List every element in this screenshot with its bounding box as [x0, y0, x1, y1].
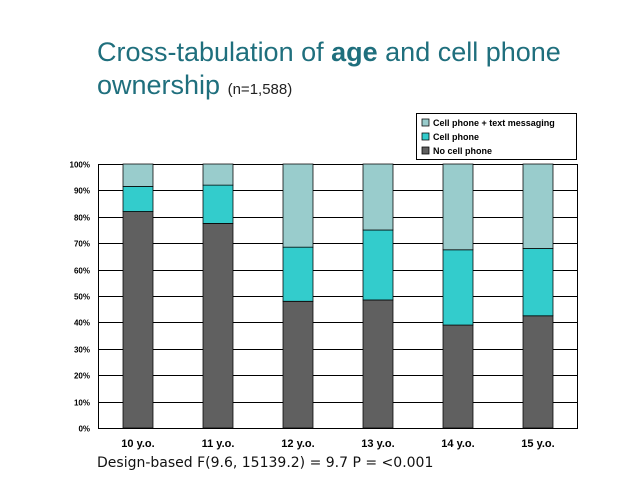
legend-label: Cell phone + text messaging [433, 118, 555, 128]
bar-segment [282, 300, 314, 429]
bar-segment [122, 186, 154, 212]
legend-label: No cell phone [433, 146, 492, 156]
sample-size: (n=1,588) [227, 81, 293, 98]
y-tick-label: 90% [74, 187, 90, 196]
bar-segment [202, 184, 234, 224]
x-tick-label: 10 y.o. [121, 438, 154, 450]
title-text-1: Cross-tabulation of [97, 37, 332, 67]
legend-box [416, 113, 577, 160]
title-text-2: and cell phone ownership [97, 37, 561, 100]
bar-segment [202, 223, 234, 429]
statistics-footer: Design-based F(9.6, 15139.2) = 9.7 P = <… [97, 455, 434, 471]
slide-title: Cross-tabulation of age and cell phone o… [97, 36, 617, 106]
bar-segment [282, 163, 314, 248]
x-tick-label: 13 y.o. [361, 438, 394, 450]
y-tick-label: 0% [78, 425, 90, 434]
y-tick-label: 20% [74, 372, 90, 381]
y-tick-label: 80% [74, 214, 90, 223]
x-tick-label: 14 y.o. [441, 438, 474, 450]
bar-segment [362, 163, 394, 231]
bar-segment [202, 163, 234, 186]
legend-label: Cell phone [433, 132, 479, 142]
bar-segment [522, 315, 554, 429]
bar-segment [522, 163, 554, 249]
y-tick-label: 30% [74, 346, 90, 355]
bar-segment [122, 211, 154, 429]
legend-swatch [421, 146, 430, 155]
legend-swatch [421, 118, 430, 127]
bar-segment [442, 249, 474, 326]
bar-segment [362, 229, 394, 301]
bar-segment [282, 246, 314, 302]
x-tick-label: 15 y.o. [521, 438, 554, 450]
y-tick-label: 50% [74, 293, 90, 302]
y-tick-label: 10% [74, 399, 90, 408]
legend-swatch [421, 132, 430, 141]
y-tick-label: 40% [74, 319, 90, 328]
bar-segment [122, 163, 154, 187]
bar-segment [442, 324, 474, 429]
bar-segment [362, 299, 394, 429]
x-tick-label: 12 y.o. [281, 438, 314, 450]
title-text-bold: age [331, 37, 378, 67]
bar-segment [442, 163, 474, 251]
bar-segment [522, 248, 554, 317]
x-tick-label: 11 y.o. [202, 438, 235, 450]
y-tick-label: 100% [70, 161, 90, 170]
y-tick-label: 70% [74, 240, 90, 249]
y-tick-label: 60% [74, 267, 90, 276]
